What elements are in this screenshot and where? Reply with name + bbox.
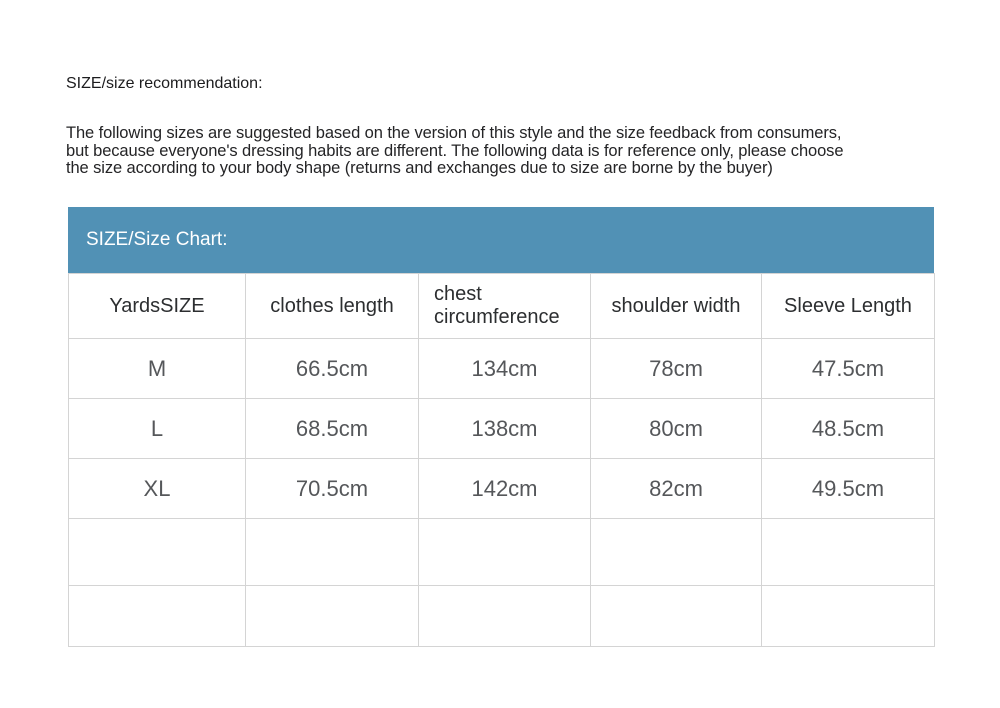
column-header-shoulder-width: shoulder width [590,273,762,339]
size-description: The following sizes are suggested based … [66,124,946,178]
cell-sleeve-length: 47.5cm [761,338,935,399]
column-header-clothes-length: clothes length [245,273,419,339]
cell-chest-circumference: 142cm [418,458,591,519]
cell-empty [590,518,762,586]
cell-shoulder-width: 82cm [590,458,762,519]
cell-empty [761,518,935,586]
size-chart-title-bar: SIZE/Size Chart: [68,207,934,273]
cell-clothes-length: 68.5cm [245,398,419,459]
table-row-empty [68,585,935,647]
cell-chest-circumference: 138cm [418,398,591,459]
column-header-sleeve-length: Sleeve Length [761,273,935,339]
cell-empty [590,585,762,647]
cell-empty [245,518,419,586]
column-header-chest-circumference: chest circumference [418,273,591,339]
cell-shoulder-width: 78cm [590,338,762,399]
size-chart-title: SIZE/Size Chart: [86,229,228,250]
cell-chest-circumference: 134cm [418,338,591,399]
cell-clothes-length: 70.5cm [245,458,419,519]
page-heading: SIZE/size recommendation: [66,75,263,92]
table-row-m: M 66.5cm 134cm 78cm 47.5cm [68,338,935,399]
table-header-row: YardsSIZE clothes length chest circumfer… [68,273,935,339]
cell-empty [68,585,246,647]
table-row-xl: XL 70.5cm 142cm 82cm 49.5cm [68,458,935,519]
description-line: the size according to your body shape (r… [66,159,773,177]
cell-empty [761,585,935,647]
description-line: The following sizes are suggested based … [66,124,842,142]
cell-empty [418,518,591,586]
cell-empty [68,518,246,586]
cell-sleeve-length: 49.5cm [761,458,935,519]
cell-size: XL [68,458,246,519]
table-row-l: L 68.5cm 138cm 80cm 48.5cm [68,398,935,459]
cell-sleeve-length: 48.5cm [761,398,935,459]
size-chart: SIZE/Size Chart: YardsSIZE clothes lengt… [68,207,935,647]
size-table: YardsSIZE clothes length chest circumfer… [68,273,935,647]
cell-empty [245,585,419,647]
cell-clothes-length: 66.5cm [245,338,419,399]
cell-size: L [68,398,246,459]
table-row-empty [68,518,935,586]
cell-empty [418,585,591,647]
column-header-size: YardsSIZE [68,273,246,339]
description-line: but because everyone's dressing habits a… [66,141,844,160]
cell-size: M [68,338,246,399]
cell-shoulder-width: 80cm [590,398,762,459]
